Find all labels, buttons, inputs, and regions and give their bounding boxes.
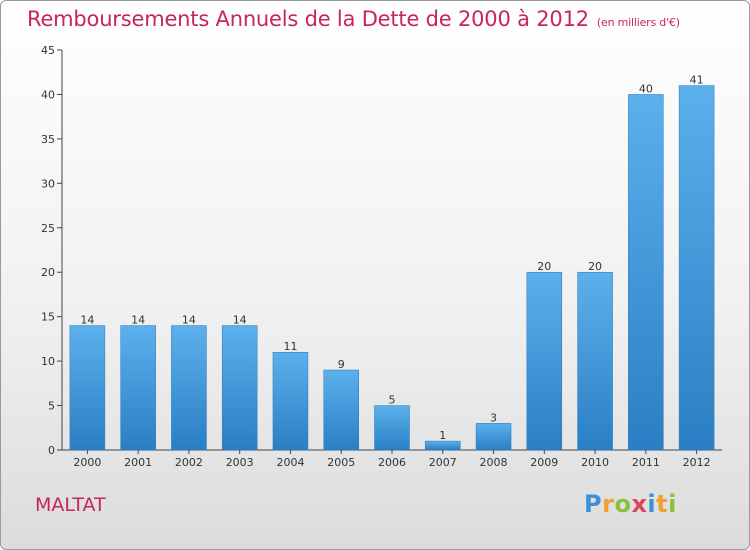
bar-value-label: 14	[131, 314, 145, 327]
logo-letter: i	[647, 490, 657, 518]
chart-subtitle: (en milliers d'€)	[596, 16, 680, 29]
x-tick-label: 2012	[683, 456, 711, 469]
bar	[678, 85, 715, 451]
x-tick-label: 2009	[530, 456, 558, 469]
bar	[628, 94, 664, 451]
logo-letter: t	[656, 490, 669, 518]
bar-value-label: 14	[80, 314, 94, 327]
logo-letter: o	[614, 490, 632, 518]
x-tick-label: 2004	[276, 456, 304, 469]
x-tick-label: 2000	[73, 456, 101, 469]
bar-value-label: 9	[338, 358, 345, 371]
y-tick-label: 35	[41, 133, 55, 146]
logo-letter: x	[631, 490, 648, 518]
x-tick-label: 2001	[124, 456, 152, 469]
x-tick-label: 2006	[378, 456, 406, 469]
y-tick-label: 40	[41, 88, 55, 101]
bar-value-label: 5	[389, 394, 396, 407]
y-tick-label: 0	[48, 444, 55, 457]
bar-value-label: 41	[690, 74, 704, 87]
bar	[526, 271, 563, 451]
bars: 14 14 14 14 11 9 5 1 3 20 20 40 41	[69, 74, 715, 451]
x-tick-label: 2002	[175, 456, 203, 469]
bar	[221, 325, 258, 451]
bar-value-label: 14	[182, 314, 196, 327]
bar	[69, 325, 106, 451]
bar	[374, 405, 410, 451]
x-tick-label: 2008	[480, 456, 508, 469]
logo-letter: i	[668, 490, 677, 518]
bar	[120, 325, 156, 451]
x-tick-label: 2005	[327, 456, 355, 469]
bar	[577, 271, 613, 451]
bar-value-label: 3	[490, 411, 497, 424]
x-tick-label: 2011	[632, 456, 660, 469]
proxiti-logo[interactable]: Proxiti	[584, 490, 677, 518]
y-tick-label: 30	[41, 177, 55, 190]
y-tick-label: 25	[41, 222, 55, 235]
bar	[272, 351, 309, 451]
bar-value-label: 20	[588, 260, 602, 273]
bar-value-label: 11	[283, 340, 297, 353]
x-tick-label: 2007	[429, 456, 457, 469]
y-tick-label: 45	[41, 44, 55, 57]
y-tick-label: 5	[48, 400, 55, 413]
chart-title: Remboursements Annuels de la Dette de 20…	[27, 7, 680, 31]
commune-name: MALTAT	[35, 494, 106, 516]
bar-value-label: 14	[233, 314, 247, 327]
bar	[475, 423, 512, 451]
chart-title-text: Remboursements Annuels de la Dette de 20…	[27, 7, 589, 31]
bar-value-label: 1	[439, 429, 446, 442]
x-tick-label: 2003	[226, 456, 254, 469]
bar-value-label: 40	[639, 82, 653, 95]
bar	[171, 325, 207, 451]
y-tick-label: 10	[41, 355, 55, 368]
bar-value-label: 20	[537, 260, 551, 273]
y-tick-label: 15	[41, 311, 55, 324]
bar	[323, 369, 359, 451]
bar	[425, 440, 461, 451]
x-tick-label: 2010	[581, 456, 609, 469]
logo-letter: P	[584, 490, 603, 518]
y-tick-label: 20	[41, 266, 55, 279]
logo-letter: r	[602, 490, 615, 518]
